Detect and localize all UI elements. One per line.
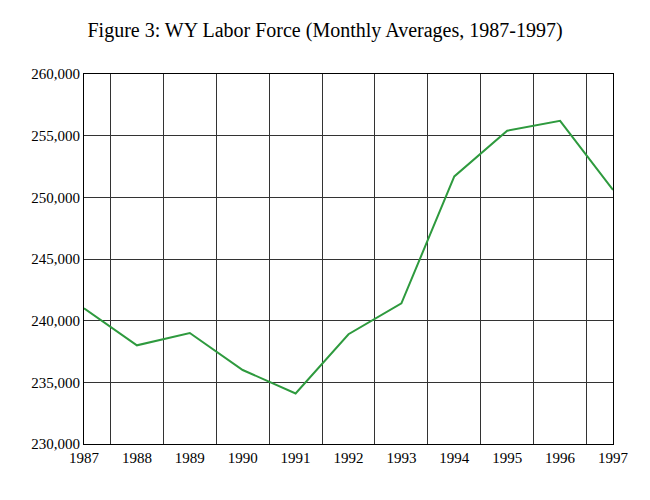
svg-text:1989: 1989 <box>175 450 205 466</box>
svg-text:1994: 1994 <box>439 450 470 466</box>
svg-text:1992: 1992 <box>334 450 364 466</box>
svg-text:Figure 3: WY Labor Force (Mont: Figure 3: WY Labor Force (Monthly Averag… <box>87 19 562 42</box>
svg-text:1993: 1993 <box>386 450 416 466</box>
svg-text:1995: 1995 <box>492 450 522 466</box>
svg-text:250,000: 250,000 <box>31 190 80 206</box>
svg-text:1997: 1997 <box>598 450 629 466</box>
svg-text:255,000: 255,000 <box>31 128 80 144</box>
svg-text:235,000: 235,000 <box>31 375 80 391</box>
svg-text:260,000: 260,000 <box>31 66 80 82</box>
svg-text:230,000: 230,000 <box>31 436 80 452</box>
svg-text:1996: 1996 <box>545 450 576 466</box>
svg-text:240,000: 240,000 <box>31 313 80 329</box>
svg-text:1991: 1991 <box>281 450 311 466</box>
svg-text:1987: 1987 <box>69 450 100 466</box>
svg-text:1988: 1988 <box>122 450 152 466</box>
svg-text:1990: 1990 <box>228 450 258 466</box>
svg-text:245,000: 245,000 <box>31 251 80 267</box>
